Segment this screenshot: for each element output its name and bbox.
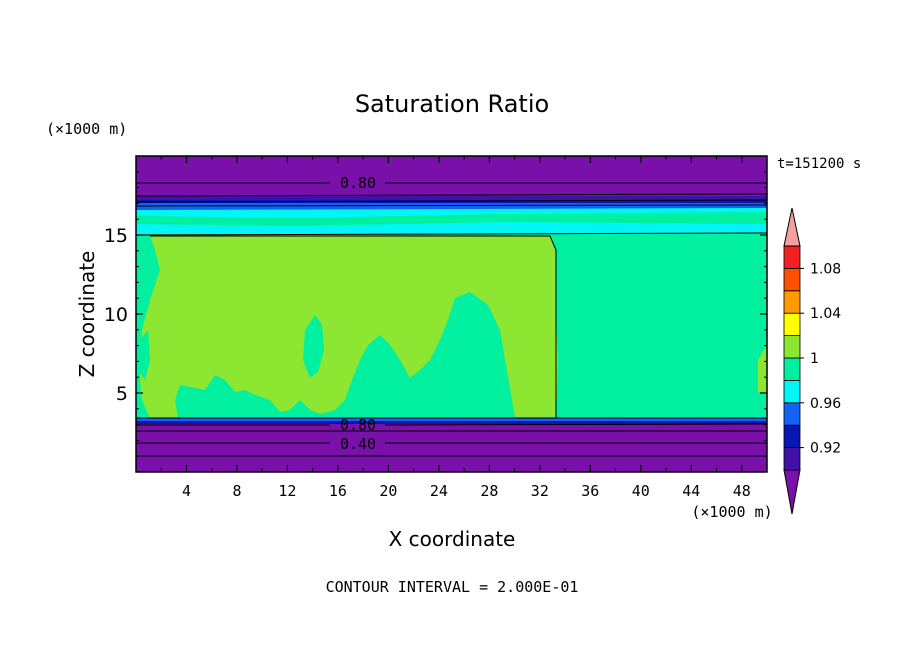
x-tick-label: 36 [581, 482, 599, 500]
x-tick-label: 8 [232, 482, 241, 500]
field-lower-layer [136, 424, 767, 472]
field-gap-3 [485, 345, 494, 400]
field-right-strip [758, 345, 767, 395]
contour-line-lower-0.80 [136, 423, 767, 426]
colorbar-label: 1 [810, 351, 819, 367]
contour-interval-footer: CONTOUR INTERVAL = 2.000E-01 [326, 578, 579, 596]
colorbar-swatch [783, 267, 801, 292]
field-gap-1 [303, 315, 324, 378]
x-tick-label: 48 [733, 482, 751, 500]
contour-line-upper-c [136, 199, 767, 203]
plot-area [136, 156, 767, 472]
x-unit-label: (×1000 m) [691, 503, 772, 521]
colorbar-swatch [783, 447, 801, 471]
field-gap-4 [138, 330, 150, 380]
colorbar-swatch [783, 402, 801, 426]
y-unit-label: (×1000 m) [46, 120, 127, 138]
x-axis-label: X coordinate [389, 527, 516, 551]
contour-line-upper-d [136, 204, 767, 207]
x-tick-label: 12 [278, 482, 296, 500]
y-axis-label: Z coordinate [75, 251, 99, 378]
field-band-1.00 [136, 212, 767, 226]
colorbar-label: 0.96 [810, 396, 841, 412]
x-tick-label: 28 [480, 482, 498, 500]
colorbar-swatch [783, 335, 801, 359]
contour-label-lower-0.80: 0.80 [340, 416, 376, 434]
colorbar-swatch [783, 290, 801, 314]
field-gap-2 [455, 322, 472, 340]
field-boundary-0.92 [136, 421, 767, 424]
colorbar-swatch [783, 312, 801, 337]
x-tick-label: 16 [329, 482, 347, 500]
x-axis: 4 8 12 16 20 24 28 32 36 40 44 48 [160, 156, 751, 500]
colorbar-high-arrow [783, 207, 801, 247]
colorbar-label: 1.08 [810, 261, 841, 277]
contour-labels: 0.80 0.80 0.40 [340, 174, 376, 453]
x-tick-label: 24 [430, 482, 448, 500]
x-tick-label: 32 [531, 482, 549, 500]
x-tick-label: 40 [632, 482, 650, 500]
x-tick-label: 44 [682, 482, 700, 500]
colorbar-low-arrow [783, 469, 801, 515]
colorbar-swatch [783, 245, 801, 269]
x-tick-label: 4 [182, 482, 191, 500]
y-axis: 5 10 15 [104, 171, 767, 457]
colorbar-label: 0.92 [810, 441, 841, 457]
contour-line-column-edge [150, 235, 557, 418]
y-tick-label: 15 [104, 225, 128, 247]
contour-lines [136, 182, 767, 457]
y-tick-label: 10 [104, 304, 128, 326]
contour-line-upper-b [136, 193, 767, 197]
colorbar-swatch [783, 379, 801, 404]
field-left-column [140, 236, 558, 418]
x-tick-label: 20 [379, 482, 397, 500]
colorbar-swatch [783, 424, 801, 449]
time-label: t=151200 s [777, 156, 861, 172]
contour-label-upper: 0.80 [340, 174, 376, 192]
colorbar-swatch [783, 357, 801, 381]
colorbar-label: 1.04 [810, 306, 841, 322]
chart-title: Saturation Ratio [355, 90, 549, 118]
contour-line-tropopause [136, 232, 767, 236]
y-tick-label: 5 [116, 383, 128, 405]
contour-label-lower-0.40: 0.40 [340, 435, 376, 453]
colorbar: 0.92 0.96 1 1.04 1.08 [783, 207, 841, 515]
